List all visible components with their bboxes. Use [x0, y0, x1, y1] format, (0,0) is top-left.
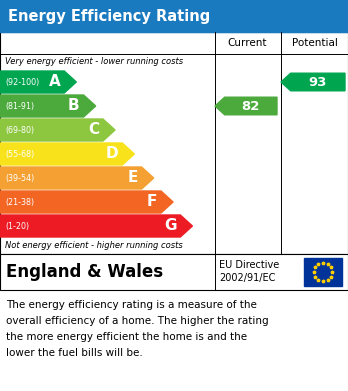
Text: (55-68): (55-68): [5, 149, 34, 158]
Text: (39-54): (39-54): [5, 174, 34, 183]
Polygon shape: [0, 191, 173, 213]
Text: C: C: [88, 122, 99, 138]
Text: 82: 82: [242, 99, 260, 113]
Text: lower the fuel bills will be.: lower the fuel bills will be.: [6, 348, 143, 358]
Text: 93: 93: [309, 75, 327, 88]
Polygon shape: [0, 95, 96, 117]
Bar: [304, 258, 342, 286]
Polygon shape: [215, 97, 277, 115]
Text: (1-20): (1-20): [5, 221, 29, 231]
Polygon shape: [281, 73, 345, 91]
Text: B: B: [68, 99, 80, 113]
Polygon shape: [0, 143, 134, 165]
Text: G: G: [164, 219, 176, 233]
Text: 2002/91/EC: 2002/91/EC: [219, 273, 275, 283]
Text: F: F: [147, 194, 157, 210]
Text: (81-91): (81-91): [5, 102, 34, 111]
Text: overall efficiency of a home. The higher the rating: overall efficiency of a home. The higher…: [6, 316, 269, 326]
Text: (69-80): (69-80): [5, 126, 34, 135]
Bar: [0, 254, 348, 290]
Bar: [0, 32, 348, 254]
Text: Potential: Potential: [292, 38, 338, 48]
Text: A: A: [48, 75, 60, 90]
Text: The energy efficiency rating is a measure of the: The energy efficiency rating is a measur…: [6, 300, 257, 310]
Polygon shape: [0, 71, 76, 93]
Text: Energy Efficiency Rating: Energy Efficiency Rating: [8, 9, 210, 23]
Polygon shape: [0, 119, 115, 141]
Text: Current: Current: [228, 38, 267, 48]
Bar: [0, 0, 348, 32]
Text: Very energy efficient - lower running costs: Very energy efficient - lower running co…: [5, 57, 183, 66]
Text: Not energy efficient - higher running costs: Not energy efficient - higher running co…: [5, 242, 183, 251]
Text: E: E: [127, 170, 137, 185]
Text: EU Directive: EU Directive: [219, 260, 279, 270]
Text: D: D: [106, 147, 118, 161]
Text: (92-100): (92-100): [5, 77, 39, 86]
Polygon shape: [0, 215, 192, 237]
Text: (21-38): (21-38): [5, 197, 34, 206]
Polygon shape: [0, 167, 154, 189]
Text: England & Wales: England & Wales: [6, 263, 163, 281]
Text: the more energy efficient the home is and the: the more energy efficient the home is an…: [6, 332, 247, 342]
